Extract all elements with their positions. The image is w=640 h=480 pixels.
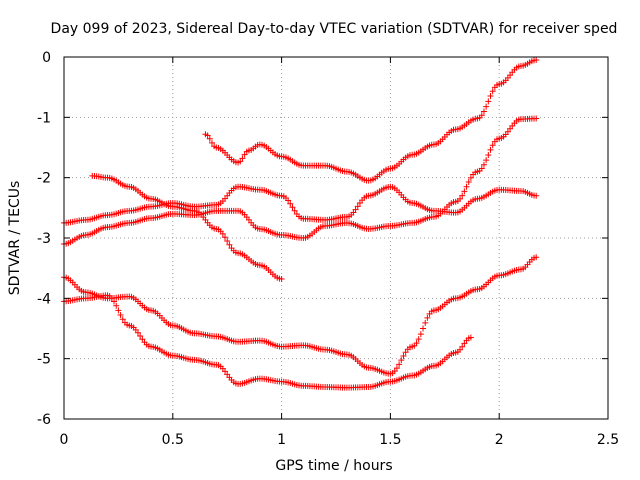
data-point (204, 132, 211, 139)
data-point (485, 98, 492, 105)
data-point (489, 142, 496, 149)
data-point (224, 238, 231, 245)
y-tick-label: -6 (37, 412, 51, 428)
data-point (465, 179, 472, 186)
data-point (478, 165, 485, 172)
data-point (354, 203, 361, 210)
data-point (459, 343, 466, 350)
data-point (119, 316, 126, 323)
data-point (483, 157, 490, 164)
y-tick-label: -1 (37, 110, 51, 126)
data-point (485, 152, 492, 159)
data-point (413, 340, 420, 347)
data-point (222, 234, 229, 241)
data-point (459, 192, 466, 199)
data-point (137, 333, 144, 340)
data-point (420, 325, 427, 332)
data-point (289, 204, 296, 211)
data-point (239, 155, 246, 162)
data-point (467, 174, 474, 181)
y-tick-label: -4 (37, 291, 51, 307)
data-point (206, 135, 213, 142)
data-point (533, 254, 540, 261)
data-point (461, 188, 468, 195)
data-point (402, 349, 409, 356)
data-point (113, 302, 120, 309)
y-tick-label: -5 (37, 352, 51, 368)
data-point (208, 139, 215, 146)
series-5 (89, 172, 285, 283)
axis-ticks: 0 0.5 1 1.5 2 2.5 0 -1 -2 -3 -4 -5 -6 (37, 50, 619, 448)
data-point (467, 334, 474, 341)
data-point (533, 57, 540, 64)
x-tick-label: 2 (495, 432, 504, 448)
x-tick-label: 1 (277, 432, 286, 448)
data-point (111, 298, 118, 305)
y-tick-label: -3 (37, 231, 51, 247)
data-point (287, 200, 294, 207)
x-tick-label: 2.5 (597, 432, 619, 448)
data-point (483, 103, 490, 110)
data-point (398, 357, 405, 364)
data-point (424, 314, 431, 321)
data-point (115, 307, 122, 314)
data-point (278, 276, 285, 283)
data-point (415, 336, 422, 343)
data-point (463, 183, 470, 190)
data-point (457, 346, 464, 353)
data-point (396, 361, 403, 368)
x-axis-label: GPS time / hours (275, 458, 392, 474)
x-tick-label: 0.5 (162, 432, 184, 448)
data-point (533, 192, 540, 199)
data-point (241, 151, 248, 158)
series-4 (61, 292, 474, 391)
data-point (487, 93, 494, 100)
data-point (480, 108, 487, 115)
data-point (117, 312, 124, 319)
data-point (461, 340, 468, 347)
x-tick-label: 0 (60, 432, 69, 448)
data-point (457, 195, 464, 202)
data-point (417, 331, 424, 338)
data-point (391, 368, 398, 375)
chart-title: Day 099 of 2023, Sidereal Day-to-day VTE… (51, 21, 618, 37)
data-point (226, 241, 233, 248)
series-3 (61, 254, 540, 377)
grid (64, 57, 608, 419)
data-point (393, 365, 400, 372)
series-2 (61, 115, 540, 248)
data-series (61, 57, 540, 391)
x-tick-label: 1.5 (379, 432, 401, 448)
data-point (285, 197, 292, 204)
y-tick-label: -2 (37, 171, 51, 187)
data-point (480, 161, 487, 168)
data-point (352, 206, 359, 213)
data-point (489, 88, 496, 95)
data-point (219, 230, 226, 237)
data-point (487, 146, 494, 153)
data-point (400, 352, 407, 359)
y-tick-label: 0 (42, 50, 51, 66)
data-point (291, 207, 298, 214)
data-point (533, 115, 540, 122)
data-point (237, 158, 244, 165)
y-axis-label: SDTVAR / TECUs (7, 181, 23, 296)
data-point (108, 295, 115, 302)
series-1 (61, 183, 540, 226)
data-point (422, 319, 429, 326)
series-6 (202, 57, 540, 184)
data-point (478, 112, 485, 119)
data-point (134, 329, 141, 336)
